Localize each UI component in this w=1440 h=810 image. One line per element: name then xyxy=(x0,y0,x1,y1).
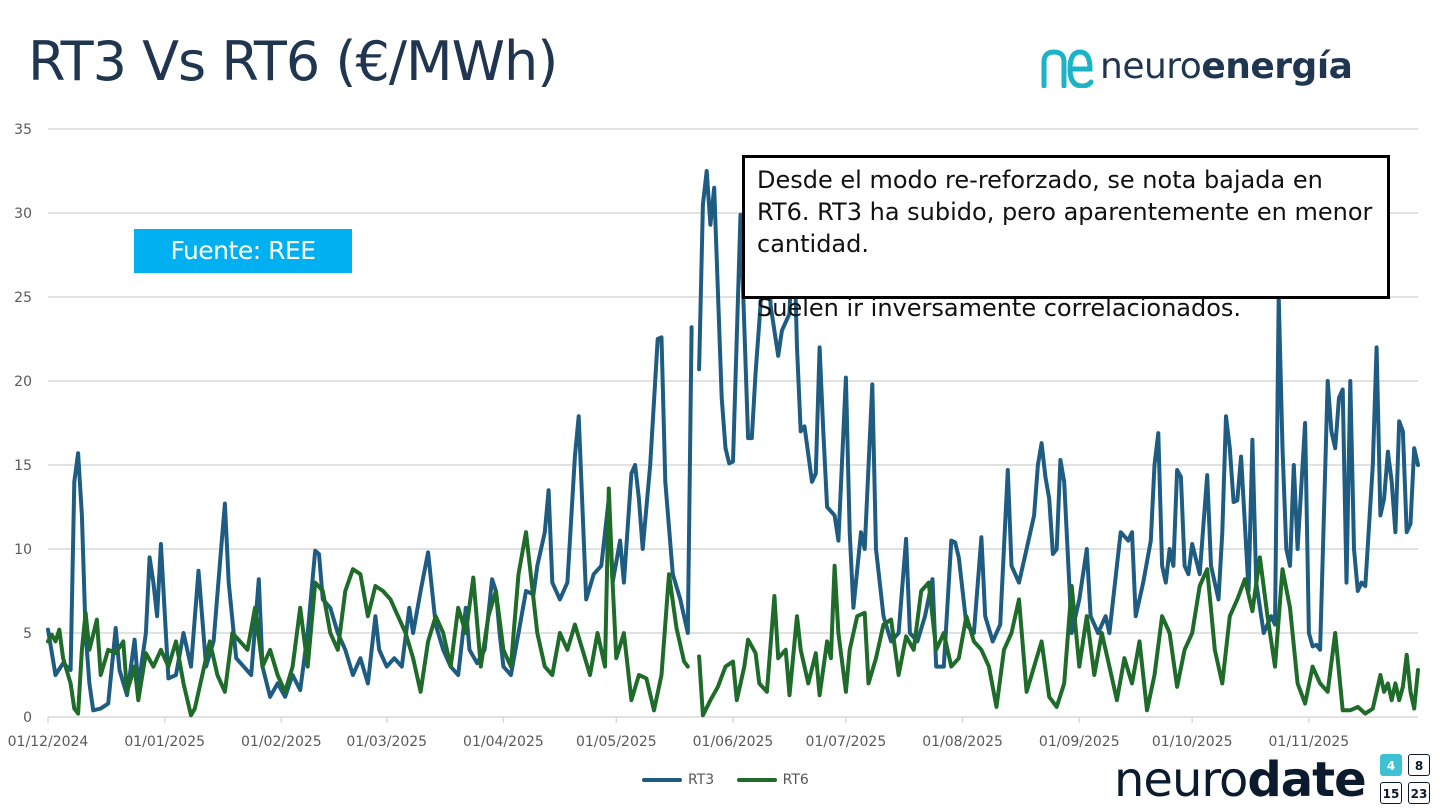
series-line-rt6 xyxy=(46,486,1420,718)
annotation-box xyxy=(742,155,1390,299)
calendar-cell-4: 23 xyxy=(1408,782,1430,804)
x-tick-label-6: 01/06/2025 xyxy=(693,734,774,750)
legend-swatch-rt6 xyxy=(736,778,777,782)
series-line-rt3 xyxy=(46,169,1420,713)
y-tick-label-2: 10 xyxy=(14,542,32,558)
y-tick-label-1: 5 xyxy=(23,626,32,642)
annotation-text: Desde el modo re-reforzado, se nota baja… xyxy=(757,164,1377,324)
y-tick-label-3: 15 xyxy=(14,458,32,474)
line-chart: 0 5 10 15 20 25 30 35 01/12/2024 01/01/2025 01/02/… xyxy=(0,110,1440,774)
source-badge: Fuente: REE xyxy=(134,229,352,273)
x-tick-label-7: 01/07/2025 xyxy=(806,734,887,750)
chart-legend: RT3 RT6 xyxy=(642,770,827,788)
legend-item-rt6: RT6 xyxy=(736,772,809,788)
calendar-icon: 4 8 15 23 xyxy=(1380,754,1432,806)
neuroenergia-logo-icon xyxy=(1041,49,1094,88)
x-tick-label-3: 01/03/2025 xyxy=(346,734,427,750)
x-tick-label-9: 01/09/2025 xyxy=(1039,734,1120,750)
y-tick-label-6: 30 xyxy=(14,206,32,222)
y-tick-label-5: 25 xyxy=(14,290,32,306)
x-tick-label-11: 01/11/2025 xyxy=(1269,734,1350,750)
x-tick-label-5: 01/05/2025 xyxy=(576,734,657,750)
x-tick-label-8: 01/08/2025 xyxy=(922,734,1003,750)
chart-svg: 0 5 10 15 20 25 30 35 01/12/2024 01/01/2025 01/02/… xyxy=(8,122,1420,750)
x-tick-label-1: 01/01/2025 xyxy=(124,734,205,750)
x-tick-label-10: 01/10/2025 xyxy=(1152,734,1233,750)
legend-swatch-rt3 xyxy=(642,778,682,782)
annotation-line-1: Desde el modo re-reforzado, se nota baja… xyxy=(757,166,1373,258)
x-tick-label-0: 01/12/2024 xyxy=(8,734,89,750)
neuroenergia-logo: neuroenergía xyxy=(1040,46,1370,92)
page-title: RT3 Vs RT6 (€/MWh) xyxy=(28,30,558,93)
neuroenergia-logo-text: neuroenergía xyxy=(1100,46,1353,87)
neurodate-logo: neurodate xyxy=(1114,752,1367,808)
y-tick-label-7: 35 xyxy=(14,122,32,138)
calendar-cell-3: 15 xyxy=(1380,782,1402,804)
legend-label-rt6: RT6 xyxy=(782,772,809,788)
legend-item-rt3: RT3 xyxy=(642,772,714,788)
calendar-cell-2: 8 xyxy=(1408,754,1430,776)
x-tick-label-2: 01/02/2025 xyxy=(241,734,322,750)
y-tick-label-4: 20 xyxy=(14,374,32,390)
x-tick-label-4: 01/04/2025 xyxy=(463,734,544,750)
y-tick-label-0: 0 xyxy=(23,710,32,726)
annotation-line-2: Suelen ir inversamente correlacionados. xyxy=(757,294,1242,322)
calendar-cell-1: 4 xyxy=(1380,754,1402,776)
legend-label-rt3: RT3 xyxy=(688,772,715,788)
